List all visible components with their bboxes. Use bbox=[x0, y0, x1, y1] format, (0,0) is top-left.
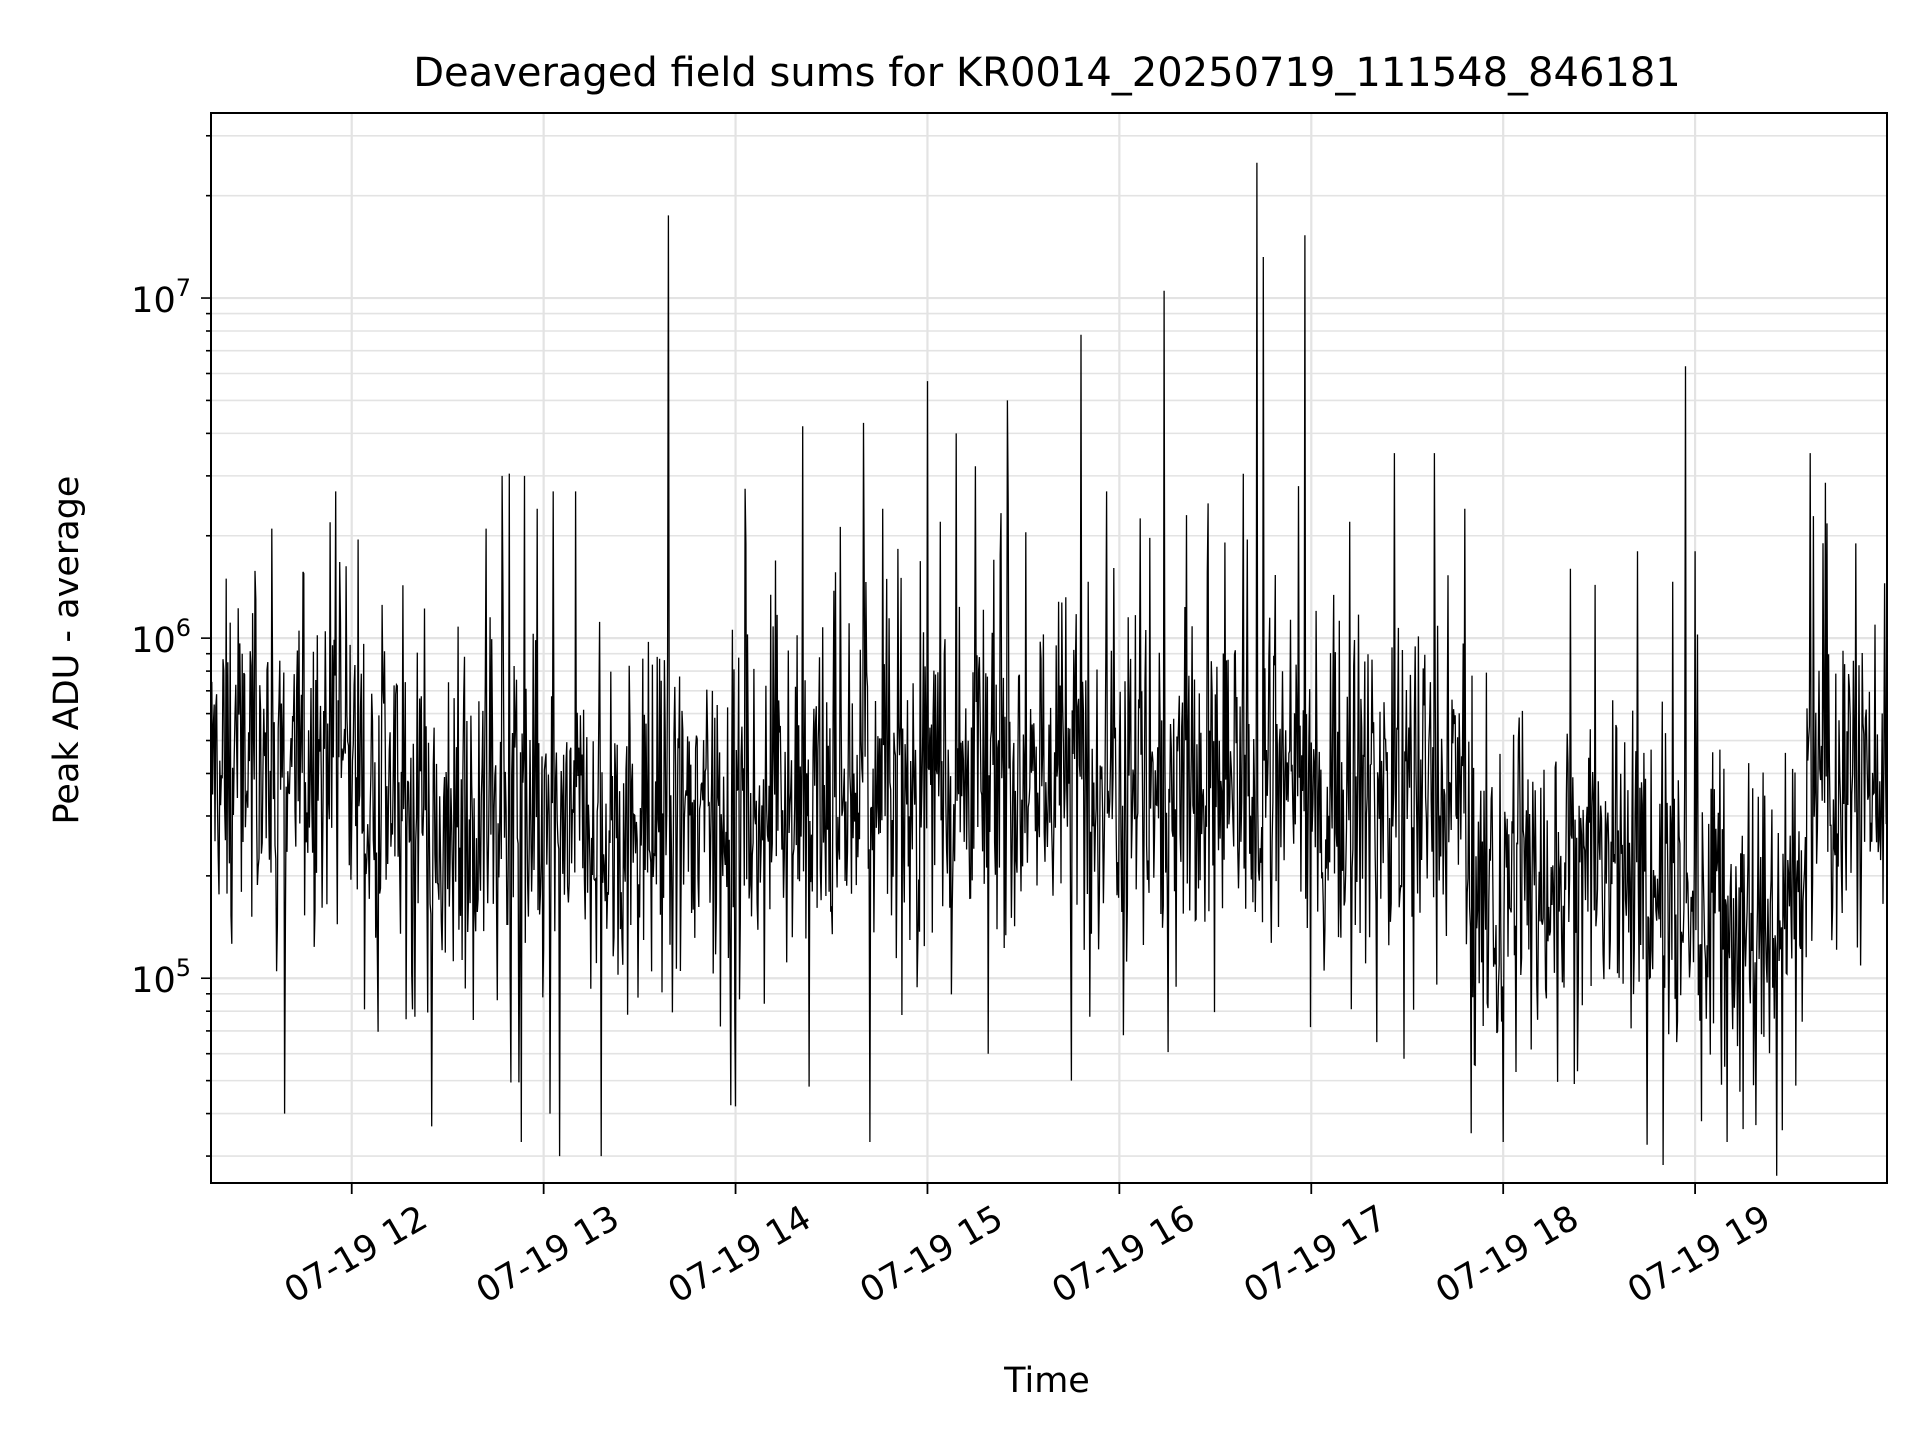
chart-title: Deaveraged field sums for KR0014_2025071… bbox=[413, 50, 1681, 96]
x-tick-label: 07-19 19 bbox=[1621, 1198, 1777, 1311]
axis-ticks: 105 106 107 07-19 12 07-19 13 07-19 14 07-19 1… bbox=[131, 134, 1778, 1311]
series-area bbox=[210, 162, 1888, 1176]
y-tick-label: 105 bbox=[131, 954, 191, 1001]
data-series-line bbox=[210, 162, 1888, 1176]
y-axis-label: Peak ADU - average bbox=[47, 476, 87, 825]
plot-frame bbox=[210, 112, 1888, 1184]
x-tick-label: 07-19 12 bbox=[278, 1198, 434, 1311]
x-tick-label: 07-19 15 bbox=[854, 1198, 1010, 1311]
x-tick-label: 07-19 14 bbox=[662, 1198, 818, 1311]
x-tick-label: 07-19 13 bbox=[470, 1198, 626, 1311]
x-tick-label: 07-19 18 bbox=[1429, 1198, 1585, 1311]
x-axis-label: Time bbox=[1003, 1361, 1090, 1401]
x-tick-label: 07-19 17 bbox=[1237, 1198, 1393, 1311]
grid bbox=[211, 113, 1887, 1183]
y-tick-label: 106 bbox=[131, 614, 191, 661]
x-tick-label: 07-19 16 bbox=[1046, 1198, 1202, 1311]
y-tick-label: 107 bbox=[131, 274, 191, 321]
